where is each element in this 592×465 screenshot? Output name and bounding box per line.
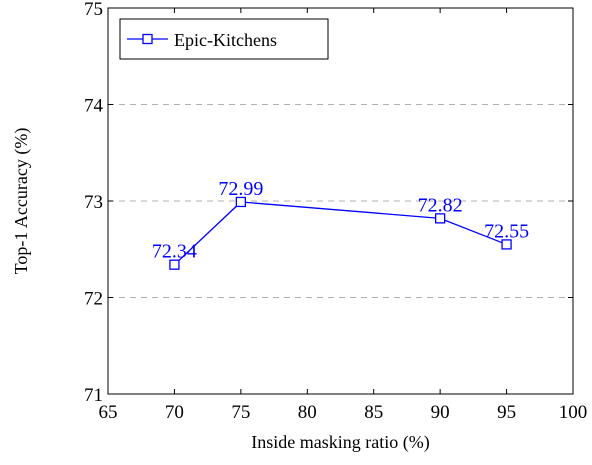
legend: Epic-Kitchens [119, 18, 329, 60]
data-point-90 [434, 213, 446, 224]
x-tick-label-65: 65 [99, 402, 118, 423]
data-point-95 [501, 239, 512, 250]
x-tick-label-85: 85 [364, 402, 383, 423]
data-label-70: 72.34 [152, 241, 197, 263]
y-tick-label-71: 71 [84, 385, 103, 406]
x-tick-label-90: 90 [431, 402, 450, 423]
x-axis-title: Inside masking ratio (%) [251, 432, 429, 453]
y-tick-label-75: 75 [84, 0, 103, 20]
y-tick-label-72: 72 [84, 289, 103, 310]
data-label-95: 72.55 [484, 220, 529, 242]
data-point-75 [235, 196, 247, 208]
y-tick-label-73: 73 [84, 192, 103, 213]
x-tick-label-100: 100 [559, 402, 588, 423]
x-tick-label-95: 95 [497, 402, 516, 423]
legend-label: Epic-Kitchens [174, 30, 277, 50]
y-tick-label-74: 74 [84, 96, 104, 117]
data-label-75: 72.99 [218, 178, 263, 200]
series-group: 72.34 72.99 72.82 72.55 [152, 178, 529, 270]
grid-lines [108, 104, 573, 298]
data-point-70 [169, 259, 180, 270]
x-tick-label-80: 80 [298, 402, 317, 423]
data-label-90: 72.82 [418, 194, 463, 216]
legend-square-marker [142, 33, 153, 45]
axis-ticks: 65 70 75 80 85 90 95 100 71 72 73 74 75 [84, 0, 587, 423]
y-axis-title: Top-1 Accuracy (%) [11, 128, 32, 275]
x-tick-label-75: 75 [231, 402, 250, 423]
series-line-0 [173, 201, 507, 266]
x-tick-label-70: 70 [165, 402, 184, 423]
